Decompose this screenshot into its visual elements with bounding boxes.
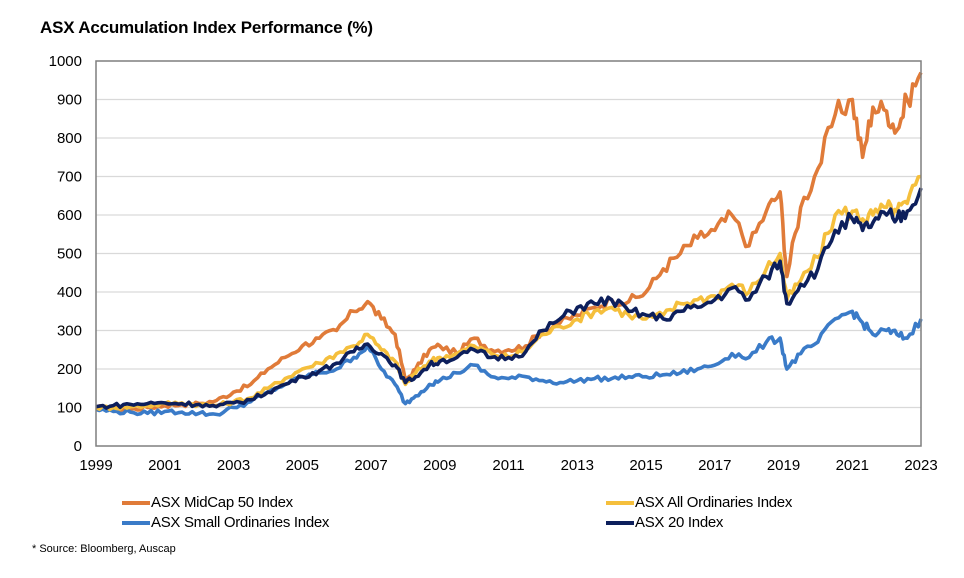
legend-label-asx20: ASX 20 Index xyxy=(635,514,724,531)
series-lines xyxy=(95,71,923,418)
x-tick-label: 2009 xyxy=(423,457,456,474)
y-tick-label: 700 xyxy=(57,169,82,186)
x-tick-label: 2017 xyxy=(698,457,731,474)
y-tick-label: 900 xyxy=(57,92,82,109)
legend-label-small-ords: ASX Small Ordinaries Index xyxy=(151,514,330,531)
legend-item-all-ords: ASX All Ordinaries Index xyxy=(606,494,792,511)
y-tick-label: 400 xyxy=(57,284,82,301)
y-tick-label: 200 xyxy=(57,361,82,378)
series-line-asx-small-ordinaries-index xyxy=(95,309,923,418)
series-line-asx-midcap-50-index xyxy=(95,71,923,413)
legend-swatch-all-ords xyxy=(606,500,634,505)
x-tick-label: 2023 xyxy=(904,457,937,474)
series-line-asx-20-index xyxy=(95,187,923,410)
legend-label-all-ords: ASX All Ordinaries Index xyxy=(635,494,793,511)
x-tick-label: 2019 xyxy=(767,457,800,474)
x-tick-label: 2013 xyxy=(561,457,594,474)
y-tick-label: 300 xyxy=(57,323,82,340)
x-tick-label: 2003 xyxy=(217,457,250,474)
y-tick-label: 600 xyxy=(57,207,82,224)
legend-swatch-small-ords xyxy=(122,520,150,525)
x-tick-label: 2007 xyxy=(354,457,387,474)
y-tick-label: 1000 xyxy=(49,53,82,70)
x-tick-label: 2021 xyxy=(836,457,869,474)
y-tick-label: 100 xyxy=(57,400,82,417)
y-axis-ticks: 0 100 200 300 400 500 600 700 800 900 1000 xyxy=(49,53,82,455)
y-tick-label: 500 xyxy=(57,246,82,263)
x-tick-label: 2005 xyxy=(286,457,319,474)
x-tick-label: 2011 xyxy=(492,457,524,474)
legend-swatch-asx20 xyxy=(606,520,634,525)
x-tick-label: 2015 xyxy=(629,457,662,474)
legend-item-small-ords: ASX Small Ordinaries Index xyxy=(122,514,329,531)
x-tick-label: 2001 xyxy=(148,457,181,474)
legend-item-midcap: ASX MidCap 50 Index xyxy=(122,494,293,511)
plot-border xyxy=(95,60,922,447)
legend-swatch-midcap xyxy=(122,500,150,505)
legend-label-midcap: ASX MidCap 50 Index xyxy=(151,494,293,511)
legend-item-asx20: ASX 20 Index xyxy=(606,514,723,531)
source-note: * Source: Bloomberg, Auscap xyxy=(32,543,176,555)
y-tick-label: 800 xyxy=(57,130,82,147)
x-axis-ticks: 1999 2001 2003 2005 2007 2009 2011 2013 2015 2017… xyxy=(79,457,937,474)
x-tick-label: 1999 xyxy=(79,457,112,474)
chart-title: ASX Accumulation Index Performance (%) xyxy=(40,18,373,37)
y-tick-label: 0 xyxy=(74,438,82,455)
